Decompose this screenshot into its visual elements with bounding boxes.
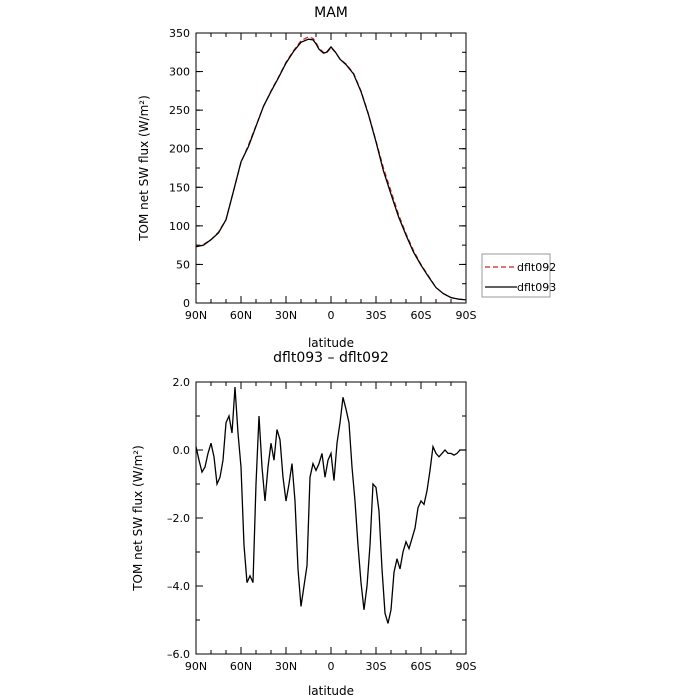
top-ylabel: TOM net SW flux (W/m²) — [137, 95, 151, 242]
top-xtick-label: 90S — [456, 309, 477, 322]
top-xtick-label: 30N — [275, 309, 297, 322]
top-ytick-label: 50 — [176, 258, 190, 271]
top-ytick-label: 150 — [169, 181, 190, 194]
panel-top: MAM 90N 60N 30N 0 30S 60S 90S 0 50 100 150 200 250 30… — [137, 5, 556, 350]
top-ytick-label: 300 — [169, 66, 190, 79]
top-xtick-label: 90N — [185, 309, 207, 322]
top-xtick-label: 30S — [366, 309, 387, 322]
top-ytick-label: 350 — [169, 27, 190, 40]
top-ytick-label: 250 — [169, 104, 190, 117]
top-xlabel: latitude — [308, 336, 354, 350]
bottom-xtick-label: 30S — [366, 660, 387, 673]
top-xtick-label: 60S — [411, 309, 432, 322]
bottom-ytick-label: 0.0 — [173, 444, 191, 457]
bottom-ytick-label: 2.0 — [173, 376, 191, 389]
legend-label-dflt092: dflt092 — [517, 261, 556, 274]
bottom-ytick-label: –2.0 — [167, 512, 190, 525]
bottom-lines — [195, 387, 466, 624]
bottom-series-dflt093 - dflt092 — [195, 387, 466, 624]
legend-label-dflt093: dflt093 — [517, 281, 556, 294]
bottom-ytick-label: –6.0 — [167, 648, 190, 661]
bottom-ticks: 90N 60N 30N 0 30S 60S 90S 2.0 0.0 –2.0 –4.0 –6.0 — [167, 376, 477, 673]
bottom-xlabel: latitude — [308, 684, 354, 698]
bottom-title: dflt093 – dflt092 — [273, 350, 389, 366]
panel-bottom: dflt093 – dflt092 90N 60N 30N 0 30S 60S 90S 2.0… — [131, 350, 477, 698]
bottom-xtick-label: 60N — [230, 660, 252, 673]
top-ytick-label: 100 — [169, 220, 190, 233]
bottom-xtick-label: 90S — [456, 660, 477, 673]
bottom-xtick-label: 90N — [185, 660, 207, 673]
top-ticks: 90N 60N 30N 0 30S 60S 90S 0 50 100 150 200 250 300 350 — [169, 27, 477, 322]
bottom-xtick-label: 30N — [275, 660, 297, 673]
bottom-xtick-label: 60S — [411, 660, 432, 673]
top-ytick-label: 0 — [183, 297, 190, 310]
top-lines — [195, 36, 467, 301]
top-title: MAM — [314, 5, 348, 21]
bottom-ylabel: TOM net SW flux (W/m²) — [131, 445, 145, 592]
top-xtick-label: 0 — [328, 309, 335, 322]
top-series-dflt093 — [195, 38, 467, 301]
top-xtick-label: 60N — [230, 309, 252, 322]
legend: dflt092 dflt093 — [481, 253, 556, 298]
bottom-xtick-label: 0 — [328, 660, 335, 673]
bottom-ytick-label: –4.0 — [167, 580, 190, 593]
legend-box — [481, 253, 551, 298]
top-ytick-label: 200 — [169, 143, 190, 156]
